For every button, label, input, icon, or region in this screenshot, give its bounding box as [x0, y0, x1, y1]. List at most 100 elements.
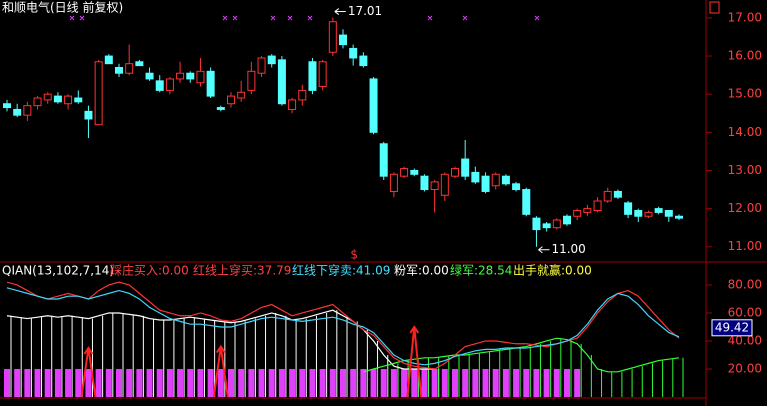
pink-bar [24, 368, 31, 397]
candle-body [74, 97, 83, 103]
pink-bar [421, 368, 428, 397]
candle-body [461, 158, 470, 177]
pink-bar [248, 368, 255, 397]
candle-body [186, 72, 195, 80]
candle-body [145, 72, 154, 80]
y-tick-label: 20.00 [728, 361, 762, 375]
y-tick-label: 60.00 [728, 305, 762, 319]
candle-body [430, 181, 439, 191]
candle-body [624, 202, 633, 215]
candle-body [552, 219, 561, 229]
pink-bar [411, 368, 418, 397]
candle-body [94, 61, 103, 126]
candle-body [328, 21, 337, 53]
y-tick-label: 17.00 [728, 10, 762, 24]
pink-bar [238, 368, 245, 397]
legend-item: 出手就赢:0.00 [513, 263, 592, 278]
pink-bar [309, 368, 316, 397]
candle-body [104, 55, 113, 65]
pink-bar [207, 368, 214, 397]
candle-body [23, 105, 32, 116]
pink-bar [126, 368, 133, 397]
candle-body [165, 78, 174, 91]
annotation-label: 17.01 [348, 4, 382, 18]
cyan-line [6, 287, 680, 366]
candle-body [298, 89, 307, 101]
candle-body [216, 107, 225, 110]
pink-bar [268, 368, 275, 397]
pink-bar [166, 368, 173, 397]
candle-body [227, 95, 235, 105]
annotation-signal: $ [350, 248, 358, 262]
pink-bar [492, 368, 499, 397]
candle-body [359, 55, 368, 67]
window-icon[interactable] [709, 1, 720, 14]
candle-body [532, 217, 541, 231]
candle-body [155, 80, 164, 91]
candle-body [664, 210, 673, 217]
pink-bar [54, 368, 61, 397]
candle-body [318, 61, 327, 88]
pink-bar [116, 368, 122, 397]
pink-bar [217, 368, 224, 397]
candle-body [440, 173, 449, 196]
candle-body [196, 70, 205, 84]
candle-body [369, 78, 378, 133]
signal-spike [80, 346, 97, 398]
pink-bar [44, 368, 51, 397]
legend-item: 红线上穿买:37.79 [193, 263, 291, 278]
pink-bar [564, 368, 570, 397]
pink-bar [452, 368, 458, 397]
pink-bar [390, 368, 397, 397]
pink-bar [329, 368, 336, 397]
pink-bar [187, 368, 194, 397]
candle-body [3, 103, 11, 109]
pink-bar [462, 368, 469, 397]
pink-bar [146, 368, 153, 397]
y-tick-label: 13.00 [728, 163, 762, 177]
green-line [363, 337, 680, 373]
pink-bar [441, 368, 448, 397]
y-tick-label: 12.00 [728, 201, 762, 215]
pink-bar [350, 368, 357, 397]
pink-bar [258, 368, 265, 397]
last-value-label: 49.42 [715, 320, 749, 334]
candle-body [501, 175, 510, 185]
candle-body [339, 34, 347, 46]
pink-bar [431, 368, 438, 397]
candle-body [481, 175, 490, 192]
candle-body [135, 61, 144, 67]
legend-item: 粉军:0.00 [394, 264, 449, 278]
candle-body [308, 61, 317, 91]
signal-spike [212, 344, 229, 398]
pink-bar [340, 368, 346, 397]
candle-body [522, 189, 531, 215]
candle-body [603, 190, 612, 202]
candle-body [13, 108, 22, 116]
legend-item: 红线下穿卖:41.09 [292, 263, 390, 278]
y-tick-label: 14.00 [728, 125, 762, 139]
candle-body [573, 210, 582, 217]
y-tick-label: 40.00 [728, 333, 762, 347]
pink-bar [553, 368, 560, 397]
candle-body [420, 175, 429, 191]
candle-body [389, 173, 398, 192]
candle-body [64, 95, 73, 105]
candle-body [654, 208, 663, 213]
candle-body [33, 97, 42, 107]
pink-bar [502, 368, 509, 397]
candle-body [593, 200, 602, 212]
candle-body [206, 70, 215, 97]
candle-body [675, 215, 683, 219]
pink-bar [278, 368, 285, 397]
pink-bar [533, 368, 540, 397]
pink-bar [177, 368, 184, 397]
chart-title: 和顺电气(日线 前复权) [2, 0, 123, 15]
pink-bar [370, 368, 377, 397]
pink-bar [228, 368, 234, 397]
candle-body [583, 208, 592, 213]
pink-bar [574, 368, 581, 397]
pink-bar [299, 368, 306, 397]
